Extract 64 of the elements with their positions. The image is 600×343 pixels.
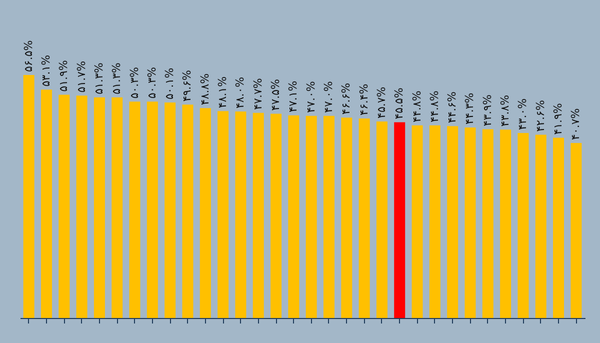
bar <box>341 118 352 318</box>
data-label: ۵۶.۵% <box>22 40 35 72</box>
bar <box>252 112 264 318</box>
bar <box>464 127 476 318</box>
data-label: ۴۷.۷% <box>251 78 264 110</box>
bar <box>323 116 334 318</box>
bar <box>482 129 494 318</box>
bar <box>218 111 229 318</box>
bar <box>146 102 158 318</box>
data-label: ۵۰.۳% <box>128 66 141 99</box>
bar <box>518 133 529 318</box>
bar <box>358 118 370 318</box>
bar <box>23 75 34 318</box>
bar <box>40 90 52 318</box>
data-label: ۴۳.۰% <box>516 98 530 130</box>
data-label: ۴۷.۰% <box>304 81 318 113</box>
bar <box>429 125 440 318</box>
data-label: ۵۱.۳% <box>110 62 124 94</box>
bar <box>112 97 123 318</box>
bar <box>535 134 546 318</box>
bar <box>394 122 406 318</box>
data-label: ۴۶.۶% <box>340 82 353 115</box>
data-label: ۴۷.۱% <box>286 80 300 112</box>
data-label: ۴۲.۶% <box>534 100 547 132</box>
bar <box>182 104 194 318</box>
data-label: ۴۵.۵% <box>392 88 406 120</box>
data-label: ۵۰.۳% <box>145 66 158 99</box>
bar <box>94 97 105 318</box>
bar <box>270 114 282 318</box>
data-label: ۵۱.۹% <box>57 60 70 92</box>
bar <box>164 102 176 318</box>
data-label: ۴۷.۰% <box>322 81 335 113</box>
data-label: ۵۳.۱% <box>39 54 52 87</box>
bar <box>447 126 458 318</box>
bar <box>76 96 88 318</box>
data-label: ۴۰.۷% <box>569 108 582 140</box>
bar <box>235 112 246 318</box>
bar <box>288 115 300 318</box>
data-label: ۴۱.۹% <box>552 103 565 135</box>
data-label: ۴۸.۱% <box>216 76 230 108</box>
data-label: ۵۰.۱% <box>163 68 176 100</box>
bar <box>200 108 211 318</box>
data-label: ۴۹.۶% <box>180 70 194 102</box>
data-label: ۴۴.۶% <box>446 91 459 124</box>
bar <box>500 130 512 318</box>
data-label: ۵۱.۷% <box>74 60 88 93</box>
bar <box>306 116 317 318</box>
bar <box>129 102 140 318</box>
bar <box>376 121 388 318</box>
data-label: ۴۵.۷% <box>374 86 388 118</box>
data-label: ۴۳.۸% <box>498 94 512 127</box>
data-label: ۴۴.۸% <box>428 90 441 122</box>
data-label: ۴۶.۴% <box>357 84 370 116</box>
data-label: ۴۷.۵% <box>269 79 282 111</box>
data-label: ۴۴.۳% <box>463 92 476 124</box>
data-label: ۴۳.۹% <box>480 94 494 126</box>
data-label: ۵۱.۳% <box>92 62 106 94</box>
bar <box>58 94 70 318</box>
data-label: ۴۸.۰% <box>234 76 247 109</box>
bar <box>553 138 564 318</box>
bar <box>412 125 423 318</box>
data-label: ۴۴.۸% <box>410 90 424 122</box>
data-label: ۴۸.۸% <box>198 73 212 106</box>
bar <box>570 142 582 318</box>
